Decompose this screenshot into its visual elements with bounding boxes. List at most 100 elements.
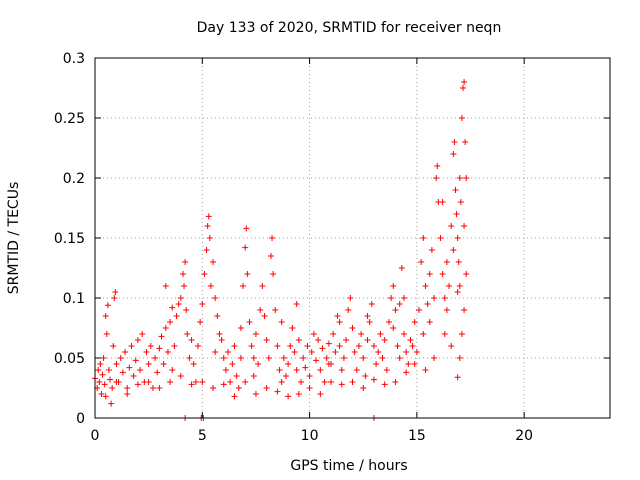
data-point <box>199 379 206 385</box>
data-point <box>330 331 337 337</box>
data-point <box>210 259 217 265</box>
data-point <box>441 295 448 301</box>
data-point <box>317 367 324 373</box>
data-point <box>401 331 407 337</box>
data-point <box>265 355 272 361</box>
data-point <box>388 295 395 301</box>
plot-frame <box>94 57 611 419</box>
data-point <box>263 337 270 343</box>
data-point <box>252 331 259 337</box>
data-point <box>98 391 105 397</box>
data-point <box>434 163 441 169</box>
data-point <box>216 331 223 337</box>
data-point <box>379 355 386 361</box>
data-point <box>349 325 356 331</box>
data-point <box>242 244 249 251</box>
data-point <box>272 307 279 313</box>
y-tick-label: 0.25 <box>54 111 85 127</box>
data-point <box>108 400 115 407</box>
chart-title: Day 133 of 2020, SRMTID for receiver neq… <box>197 20 502 36</box>
data-point <box>422 367 429 373</box>
data-point <box>113 361 120 367</box>
x-tick-label: 10 <box>301 428 319 444</box>
data-point <box>420 331 427 337</box>
data-point <box>437 235 444 241</box>
data-point <box>124 385 131 391</box>
data-point <box>364 313 371 319</box>
data-point <box>295 337 302 343</box>
data-point <box>358 331 365 337</box>
data-point <box>225 349 232 355</box>
x-tick-label: 20 <box>515 428 533 444</box>
data-point <box>300 355 307 361</box>
data-point <box>243 225 250 232</box>
data-point <box>403 349 410 355</box>
data-point <box>285 393 292 400</box>
y-tick-label: 0.2 <box>63 171 85 187</box>
data-point <box>463 271 470 277</box>
data-point <box>431 295 438 301</box>
data-point <box>259 283 266 289</box>
data-point <box>439 271 446 277</box>
data-point <box>319 345 326 352</box>
data-point <box>269 235 276 241</box>
axis-ticks <box>94 57 610 419</box>
data-point <box>373 361 380 367</box>
data-point <box>285 361 292 367</box>
data-point <box>368 301 375 307</box>
data-point <box>154 369 161 376</box>
data-point <box>321 379 328 385</box>
data-point <box>295 391 302 397</box>
data-point <box>110 343 117 349</box>
data-point <box>418 259 425 265</box>
data-point <box>137 367 144 373</box>
data-point <box>175 301 182 307</box>
data-point <box>439 199 446 205</box>
data-point <box>334 313 341 319</box>
data-point <box>455 259 462 265</box>
data-point <box>394 343 401 349</box>
data-point <box>443 259 450 265</box>
data-point <box>257 307 264 313</box>
data-point <box>336 343 343 349</box>
y-tick-label: 0.05 <box>54 351 85 367</box>
data-point <box>353 367 360 373</box>
data-point <box>332 349 339 355</box>
data-point <box>240 283 247 289</box>
data-point <box>145 361 152 367</box>
data-point <box>448 223 455 229</box>
data-point <box>152 355 159 361</box>
tick-labels: 0 5 10 15 20 0 0.05 0.1 0.15 0.2 0.25 0.3 <box>54 51 533 444</box>
data-point <box>212 349 219 355</box>
data-point <box>451 139 458 145</box>
data-point <box>214 313 221 319</box>
data-point <box>162 283 169 289</box>
data-point <box>105 367 112 373</box>
data-point <box>95 367 102 373</box>
data-point <box>450 151 457 157</box>
data-point <box>405 361 412 367</box>
data-point <box>345 307 352 313</box>
data-point <box>267 253 274 259</box>
data-point <box>231 343 238 349</box>
data-point <box>454 374 461 381</box>
data-point <box>164 349 171 355</box>
data-point <box>315 337 322 343</box>
data-point <box>282 373 289 379</box>
data-point <box>246 319 253 325</box>
y-tick-label: 0.15 <box>54 231 85 247</box>
data-point <box>364 337 371 343</box>
data-point <box>96 379 103 385</box>
data-point <box>453 211 460 217</box>
data-point <box>291 349 298 355</box>
data-point <box>424 301 431 307</box>
data-point <box>317 391 324 397</box>
data-point <box>190 361 197 367</box>
data-point <box>298 379 304 385</box>
data-point <box>458 115 465 121</box>
data-point <box>173 313 180 319</box>
data-point <box>338 367 345 373</box>
data-point <box>181 283 188 289</box>
data-point <box>457 199 464 205</box>
data-point <box>456 175 463 181</box>
